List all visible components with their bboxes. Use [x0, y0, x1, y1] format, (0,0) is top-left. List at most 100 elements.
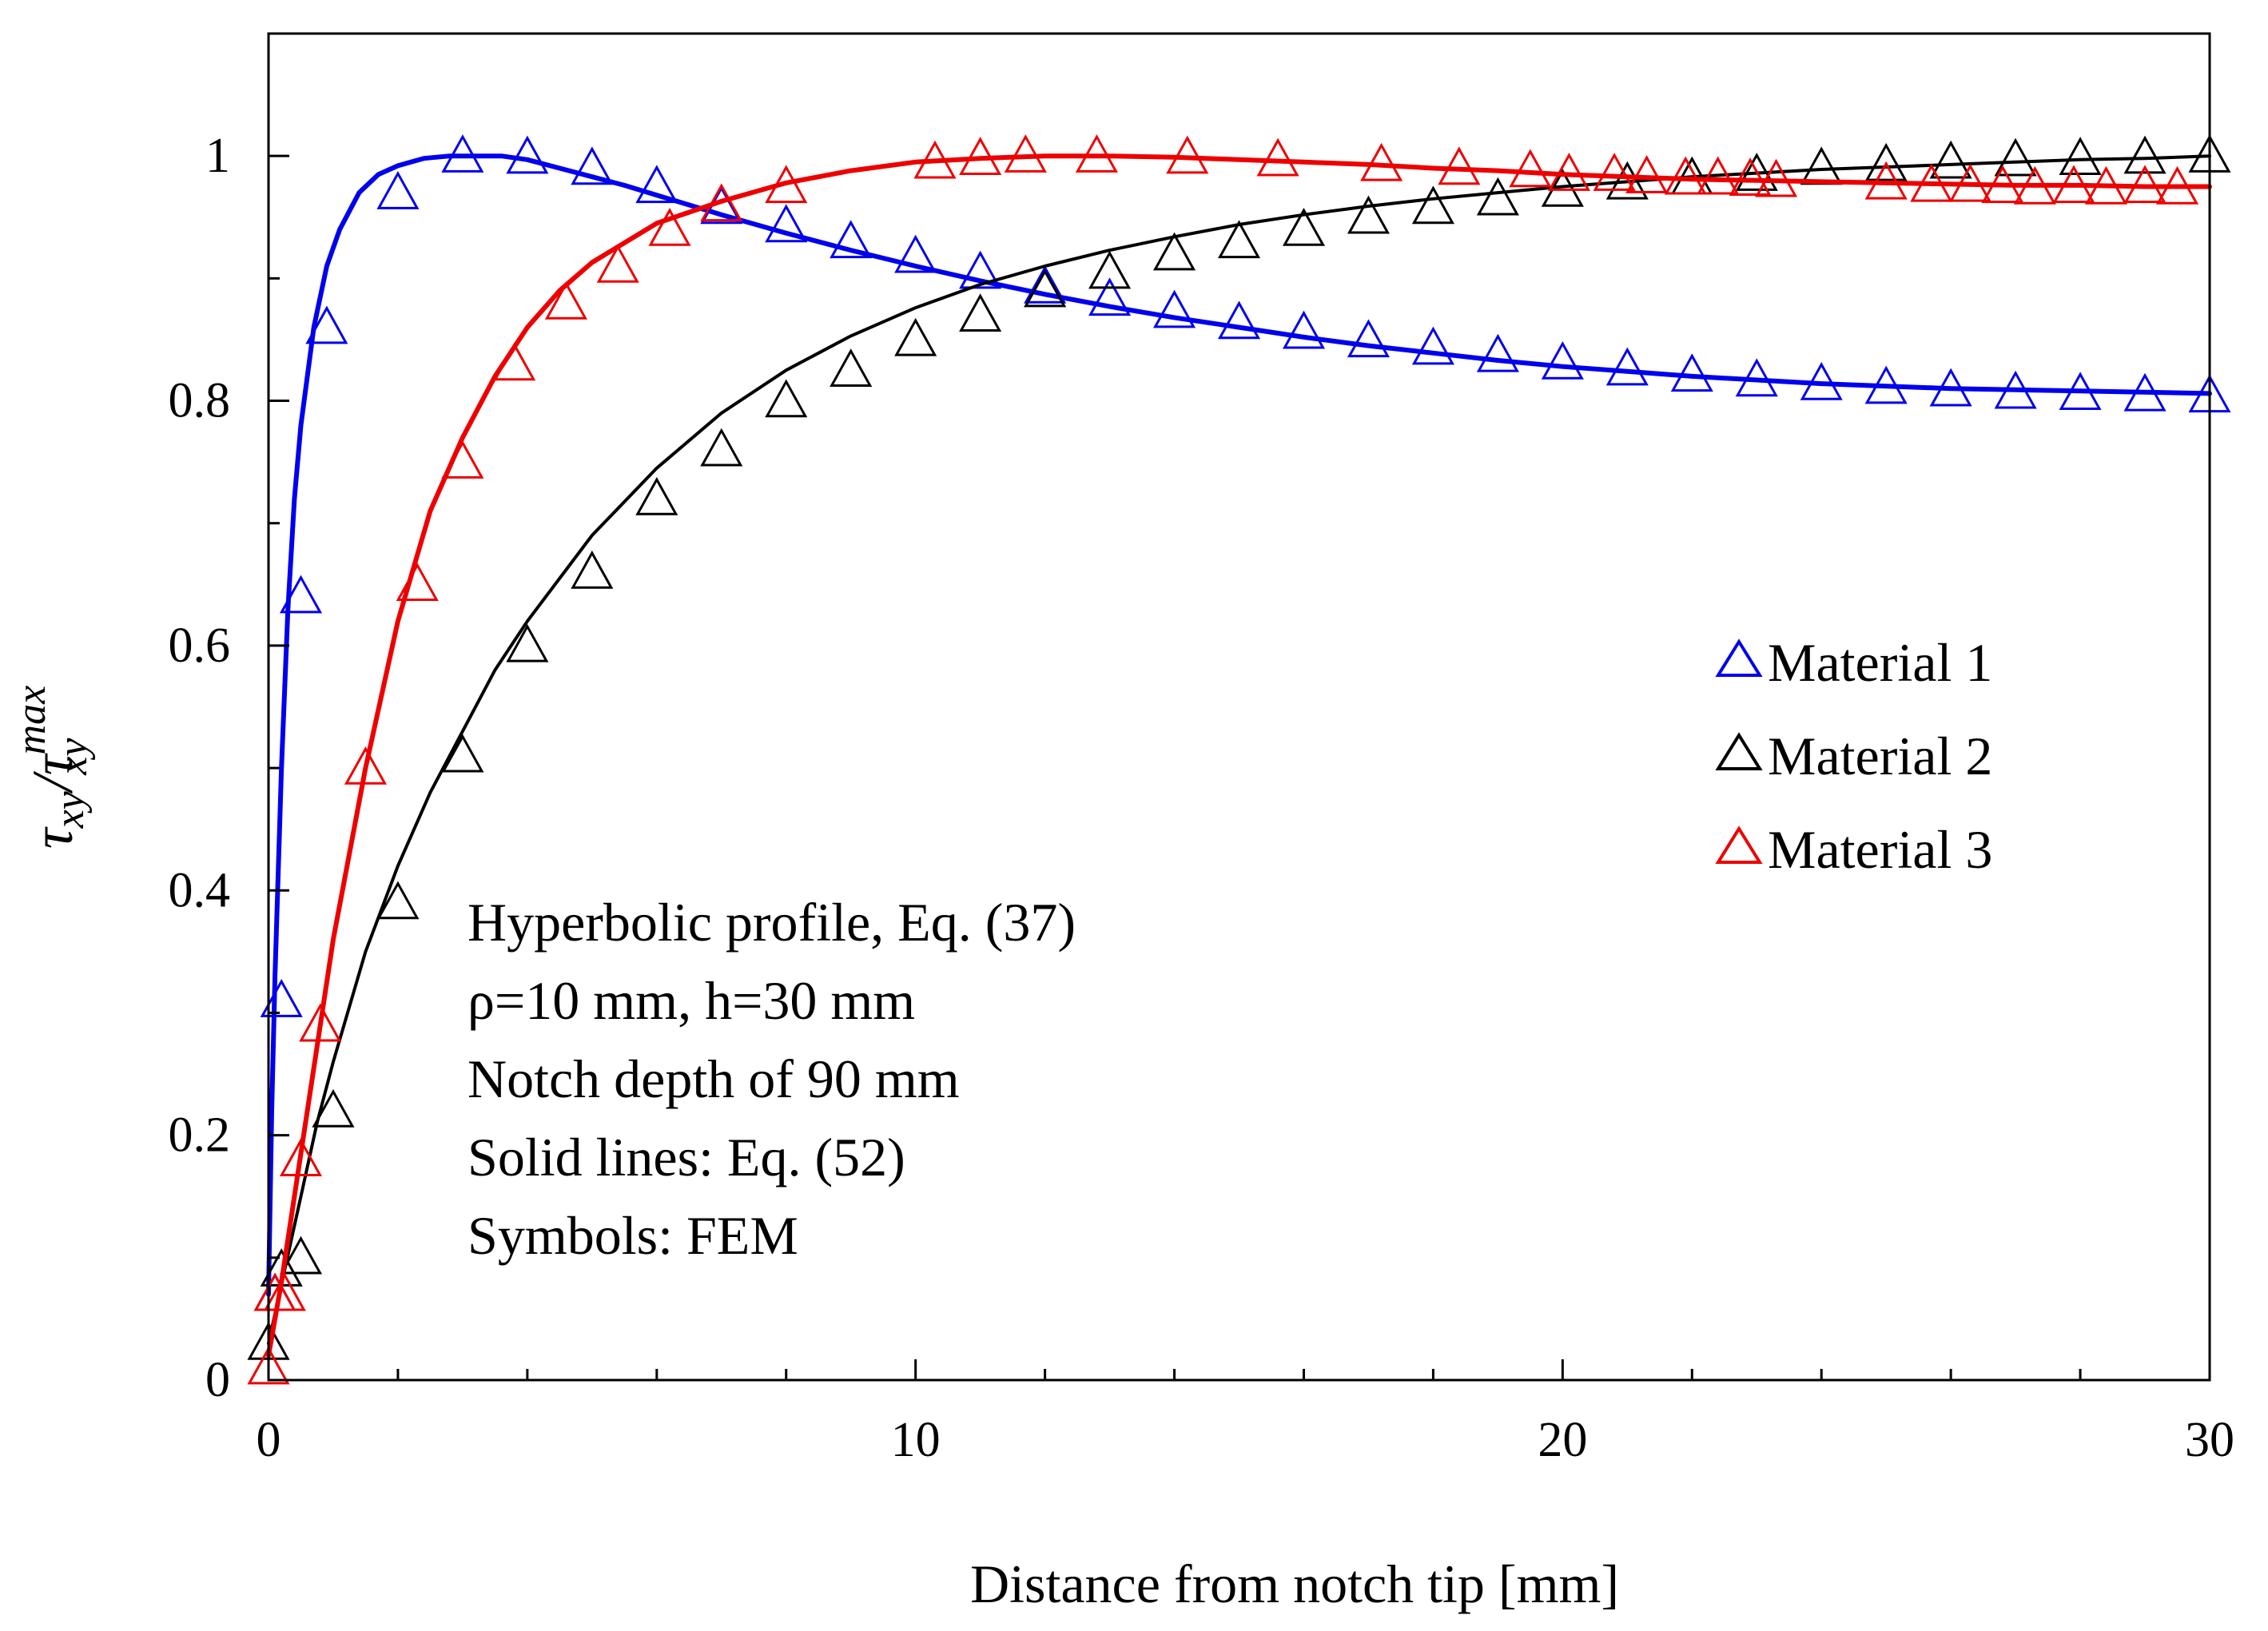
data-point-marker — [765, 204, 808, 243]
x-tick-label: 20 — [1538, 1413, 1587, 1467]
y-tick-label: 0.8 — [169, 374, 231, 428]
data-point-marker — [1360, 142, 1403, 181]
y-tick-label: 0 — [205, 1353, 230, 1407]
data-point-marker — [1864, 142, 1908, 181]
data-point-marker — [1088, 250, 1132, 289]
data-point-marker — [2123, 135, 2167, 174]
data-point-marker — [1910, 163, 1953, 202]
y-axis-title: τxy/τmaxxy — [9, 686, 96, 849]
data-point-marker — [1754, 158, 1798, 197]
data-point-marker — [635, 477, 678, 515]
data-point-marker — [2123, 165, 2167, 204]
data-point-marker — [1994, 137, 2037, 177]
data-point-marker — [1864, 161, 1908, 200]
annotation-line-1: Hyperbolic profile, Eq. (37) — [468, 892, 1076, 953]
data-point-marker — [1347, 319, 1390, 358]
data-point-marker — [279, 1138, 323, 1176]
data-point-marker — [1024, 265, 1067, 304]
data-point-marker — [1735, 358, 1778, 397]
data-point-marker — [1735, 153, 1778, 191]
data-point-marker — [959, 293, 1002, 332]
data-point-marker — [441, 134, 484, 173]
data-point-marker — [1166, 135, 1209, 174]
data-point-marker — [279, 575, 323, 614]
series-material-2 — [247, 134, 2231, 1360]
legend: Material 1 Material 2 Material 3 — [1715, 632, 1992, 880]
data-point-marker — [263, 1272, 306, 1311]
data-point-marker — [1664, 156, 1707, 195]
annotation-line-3: Notch depth of 90 mm — [468, 1048, 960, 1109]
y-title-sub-2: xy — [50, 738, 96, 776]
data-point-marker — [376, 881, 420, 920]
data-point-marker — [2084, 165, 2128, 205]
svg-text:τxy/τmaxxy: τxy/τmaxxy — [9, 686, 96, 849]
data-point-marker — [1024, 269, 1067, 308]
x-tick-label: 10 — [891, 1413, 941, 1467]
data-point-marker — [1697, 156, 1740, 195]
data-point-marker — [506, 623, 549, 662]
data-point-marker — [1929, 368, 1972, 407]
data-point-marker — [299, 1003, 342, 1042]
data-point-marker — [765, 165, 808, 204]
data-point-marker — [894, 317, 937, 356]
data-point-marker — [913, 140, 957, 179]
data-point-marker — [506, 135, 549, 174]
data-point-marker — [1004, 134, 1047, 173]
data-point-marker — [344, 746, 387, 785]
data-point-marker — [1217, 300, 1261, 340]
data-point-marker — [1075, 134, 1118, 173]
y-tick-label: 0.6 — [169, 619, 231, 673]
data-point-marker — [2013, 165, 2056, 205]
data-point-marker — [2123, 372, 2167, 412]
legend-label-material-1: Material 1 — [1768, 632, 1992, 693]
data-point-marker — [1541, 168, 1584, 207]
data-point-marker — [1411, 185, 1454, 225]
data-point-marker — [1088, 277, 1132, 316]
data-point-marker — [635, 165, 678, 204]
data-point-marker — [1476, 177, 1519, 216]
data-point-marker — [1547, 153, 1590, 191]
data-point-marker — [1800, 362, 1843, 400]
y-tick-label: 0.2 — [169, 1108, 231, 1163]
legend-marker-material-3 — [1715, 825, 1763, 864]
x-axis-title: Distance from notch tip [mm] — [970, 1553, 1619, 1614]
data-point-marker — [959, 137, 1002, 175]
axes-layer: 0 10 20 30 0 0.2 0.4 0.6 0.8 1 — [169, 32, 2234, 1467]
data-point-marker — [571, 146, 614, 185]
data-point-marker — [2059, 372, 2102, 411]
data-point-marker — [1670, 353, 1713, 392]
data-point-marker — [1347, 195, 1390, 234]
data-point-marker — [1606, 347, 1649, 386]
data-point-marker — [441, 440, 484, 479]
annotation-line-4: Solid lines: Eq. (52) — [468, 1127, 905, 1187]
y-title-tau-2: τ — [21, 753, 85, 775]
data-point-marker — [1152, 232, 1196, 271]
data-point-marker — [305, 305, 348, 344]
data-point-marker — [1282, 310, 1326, 349]
y-title-sup: max — [9, 686, 54, 755]
data-point-marker — [1411, 326, 1454, 365]
data-point-marker — [1981, 165, 2024, 204]
data-point-marker — [700, 183, 743, 222]
data-point-marker — [830, 348, 873, 387]
data-point-marker — [1729, 157, 1772, 196]
data-point-marker — [571, 550, 614, 589]
data-point-marker — [544, 280, 587, 320]
y-tick-label: 0.4 — [169, 863, 231, 917]
legend-marker-material-2 — [1715, 732, 1763, 770]
data-point-marker — [1606, 161, 1649, 200]
data-point-marker — [376, 171, 420, 209]
data-point-marker — [279, 1235, 323, 1275]
data-point-marker — [700, 428, 743, 467]
data-point-marker — [493, 342, 536, 381]
y-title-tau-1: τ — [21, 826, 85, 849]
series-line — [266, 153, 2212, 1297]
data-point-marker — [830, 220, 873, 259]
data-point-marker — [894, 234, 937, 273]
legend-marker-material-1 — [1715, 638, 1763, 677]
data-point-marker — [1625, 155, 1669, 193]
y-title-sub-1: xy — [47, 790, 93, 829]
annotation-block: Hyperbolic profile, Eq. (37) ρ=10 mm, h=… — [468, 892, 1076, 1266]
data-point-marker — [2155, 165, 2199, 205]
